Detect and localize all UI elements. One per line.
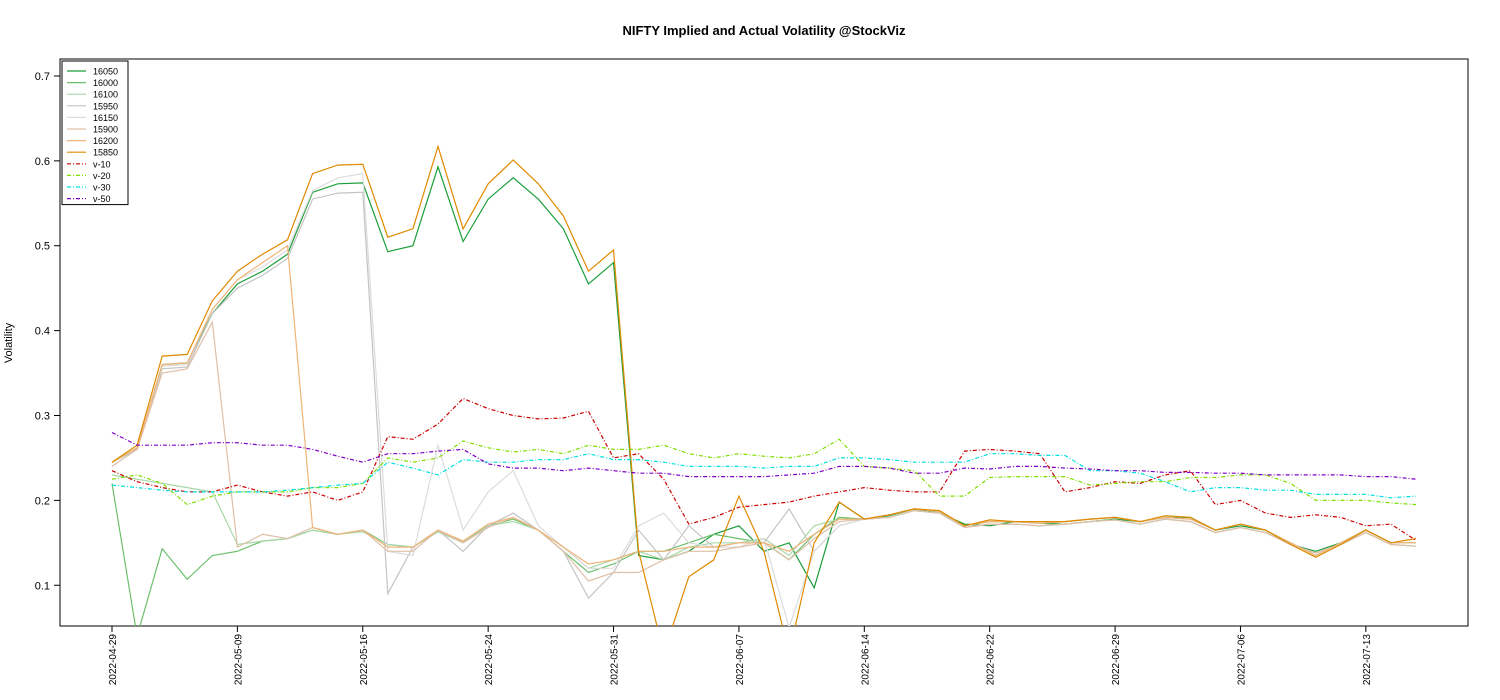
x-tick-label: 2022-04-29 bbox=[108, 634, 119, 686]
x-tick-label: 2022-06-14 bbox=[860, 634, 871, 686]
y-axis-label: Volatility bbox=[3, 322, 15, 363]
legend-label: 16150 bbox=[93, 113, 118, 123]
legend-label: 16050 bbox=[93, 67, 118, 77]
y-tick-label: 0.4 bbox=[35, 326, 50, 338]
series-line bbox=[111, 397, 1417, 541]
y-tick-label: 0.2 bbox=[35, 495, 50, 507]
x-tick-label: 2022-05-31 bbox=[610, 634, 621, 686]
legend-label: 16000 bbox=[93, 78, 118, 88]
x-tick-label: 2022-05-16 bbox=[359, 634, 370, 686]
legend-label: v-10 bbox=[93, 159, 111, 169]
x-tick-label: 2022-06-22 bbox=[986, 634, 997, 686]
legend-label: v-50 bbox=[93, 194, 111, 204]
x-tick-label: 2022-06-29 bbox=[1111, 634, 1122, 686]
series-line bbox=[111, 144, 1417, 626]
chart-title: NIFTY Implied and Actual Volatility @Sto… bbox=[622, 23, 906, 38]
legend-box bbox=[61, 60, 129, 206]
legend-label: 15900 bbox=[93, 125, 118, 135]
series-line bbox=[111, 438, 1417, 506]
series-line bbox=[111, 453, 1417, 499]
series-line bbox=[111, 431, 1417, 480]
x-tick-label: 2022-06-07 bbox=[735, 634, 746, 686]
y-tick-label: 0.3 bbox=[35, 410, 50, 422]
legend-label: v-30 bbox=[93, 183, 111, 193]
legend-label: 15950 bbox=[93, 101, 118, 111]
y-tick-label: 0.5 bbox=[35, 241, 50, 253]
legend-label: v-20 bbox=[93, 171, 111, 181]
lines bbox=[111, 144, 1417, 626]
y-tick-label: 0.6 bbox=[35, 156, 50, 168]
legend-label: 16200 bbox=[93, 136, 118, 146]
series-line bbox=[111, 244, 1416, 565]
legend-label: 15850 bbox=[93, 148, 118, 158]
legend-label: 16100 bbox=[93, 90, 118, 100]
x-tick-label: 2022-07-06 bbox=[1236, 634, 1247, 686]
y-tick-label: 0.1 bbox=[35, 580, 50, 592]
x-tick-label: 2022-05-24 bbox=[484, 634, 495, 686]
y-tick-label: 0.7 bbox=[35, 71, 50, 83]
plot-frame bbox=[59, 58, 1469, 627]
x-tick-label: 2022-07-13 bbox=[1362, 634, 1373, 686]
x-tick-label: 2022-05-09 bbox=[233, 634, 244, 686]
